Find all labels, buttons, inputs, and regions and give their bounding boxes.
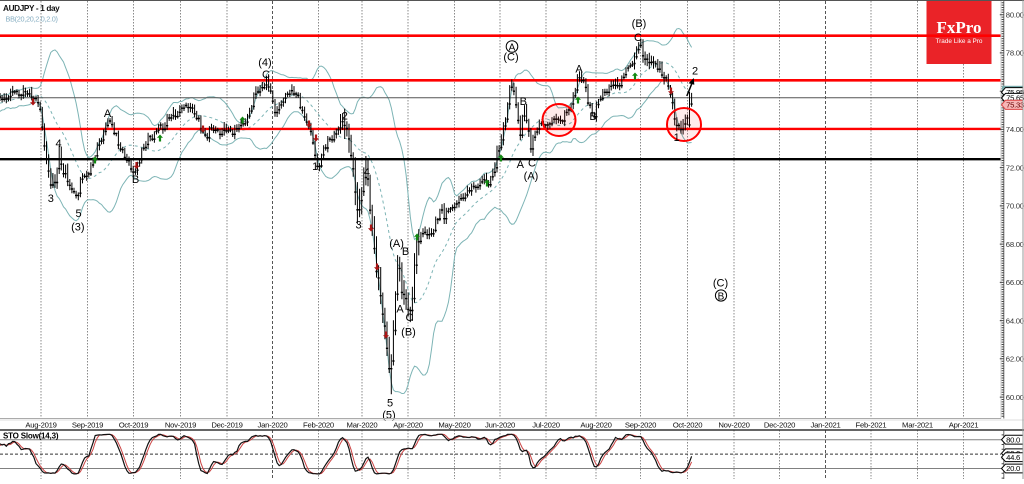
svg-text:(A): (A) — [524, 171, 539, 183]
svg-text:Trade Like a Pro: Trade Like a Pro — [935, 38, 982, 45]
svg-text:Dec-2019: Dec-2019 — [211, 421, 242, 430]
svg-text:3: 3 — [356, 220, 362, 232]
svg-text:3: 3 — [48, 193, 54, 205]
svg-text:Feb-2020: Feb-2020 — [303, 421, 334, 430]
svg-text:5: 5 — [75, 208, 81, 220]
svg-text:(A): (A) — [389, 238, 404, 250]
svg-text:64.00: 64.00 — [1006, 316, 1024, 325]
svg-text:1: 1 — [674, 132, 680, 144]
svg-text:A: A — [509, 43, 516, 54]
svg-text:80.0: 80.0 — [1006, 435, 1020, 444]
svg-text:FxPro: FxPro — [936, 18, 981, 37]
svg-text:Nov-2020: Nov-2020 — [718, 421, 749, 430]
svg-text:44.6: 44.6 — [1006, 453, 1020, 462]
svg-text:B: B — [402, 246, 409, 258]
svg-text:75.65: 75.65 — [1006, 94, 1024, 103]
svg-text:(3): (3) — [71, 222, 84, 234]
svg-text:C: C — [634, 32, 642, 44]
svg-text:C: C — [262, 69, 270, 81]
svg-text:STO Slow(14,3): STO Slow(14,3) — [3, 432, 59, 441]
svg-text:A: A — [104, 108, 112, 120]
svg-text:4: 4 — [55, 138, 61, 150]
svg-text:20.0: 20.0 — [1006, 464, 1020, 473]
svg-text:1: 1 — [312, 161, 318, 173]
svg-text:80.00: 80.00 — [1006, 10, 1024, 19]
svg-text:75.33: 75.33 — [1006, 101, 1024, 110]
svg-text:Jun-2020: Jun-2020 — [485, 421, 515, 430]
svg-text:B: B — [718, 292, 725, 303]
svg-text:Sep-2020: Sep-2020 — [625, 421, 656, 430]
svg-text:Sep-2019: Sep-2019 — [72, 421, 103, 430]
svg-text:Apr-2020: Apr-2020 — [393, 421, 423, 430]
svg-text:AUDJPY - 1 day: AUDJPY - 1 day — [3, 4, 60, 13]
svg-text:74.00: 74.00 — [1006, 125, 1024, 134]
svg-text:4: 4 — [364, 167, 370, 179]
svg-text:Mar-2020: Mar-2020 — [347, 421, 378, 430]
svg-text:Aug-2020: Aug-2020 — [580, 421, 611, 430]
svg-text:Oct-2020: Oct-2020 — [673, 421, 703, 430]
svg-text:5: 5 — [387, 398, 393, 410]
svg-text:68.00: 68.00 — [1006, 240, 1024, 249]
svg-text:60.00: 60.00 — [1006, 393, 1024, 402]
svg-text:B: B — [589, 111, 596, 123]
svg-text:Jul-2020: Jul-2020 — [532, 421, 560, 430]
svg-text:Feb-2021: Feb-2021 — [856, 421, 887, 430]
svg-text:Apr-2021: Apr-2021 — [949, 421, 979, 430]
svg-text:Mar-2021: Mar-2021 — [902, 421, 933, 430]
svg-text:Nov-2019: Nov-2019 — [165, 421, 196, 430]
svg-text:66.00: 66.00 — [1006, 278, 1024, 287]
svg-text:Dec-2020: Dec-2020 — [764, 421, 795, 430]
svg-text:70.00: 70.00 — [1006, 202, 1024, 211]
svg-text:(B): (B) — [632, 18, 647, 30]
svg-text:2: 2 — [342, 111, 348, 123]
svg-text:A: A — [396, 304, 404, 316]
svg-text:BB(20,20,2.0,2.0): BB(20,20,2.0,2.0) — [6, 15, 58, 24]
svg-text:Jan-2021: Jan-2021 — [810, 421, 840, 430]
svg-text:(B): (B) — [401, 327, 416, 339]
svg-text:72.00: 72.00 — [1006, 163, 1024, 172]
svg-text:(4): (4) — [258, 57, 271, 69]
svg-text:(C): (C) — [503, 52, 518, 64]
svg-text:B: B — [520, 96, 527, 108]
svg-text:B: B — [132, 174, 139, 186]
svg-text:75.95: 75.95 — [1006, 88, 1024, 97]
svg-text:(C): (C) — [713, 278, 728, 290]
svg-text:Jan-2020: Jan-2020 — [257, 421, 287, 430]
svg-text:Aug-2019: Aug-2019 — [25, 421, 56, 430]
svg-text:Oct-2019: Oct-2019 — [119, 421, 149, 430]
svg-text:C: C — [528, 158, 536, 170]
svg-text:A: A — [575, 64, 583, 76]
svg-text:May-2020: May-2020 — [438, 421, 470, 430]
svg-text:2: 2 — [692, 66, 698, 78]
svg-text:C: C — [406, 312, 414, 324]
svg-text:A: A — [517, 159, 525, 171]
svg-text:78.00: 78.00 — [1006, 49, 1024, 58]
svg-text:62.00: 62.00 — [1006, 355, 1024, 364]
